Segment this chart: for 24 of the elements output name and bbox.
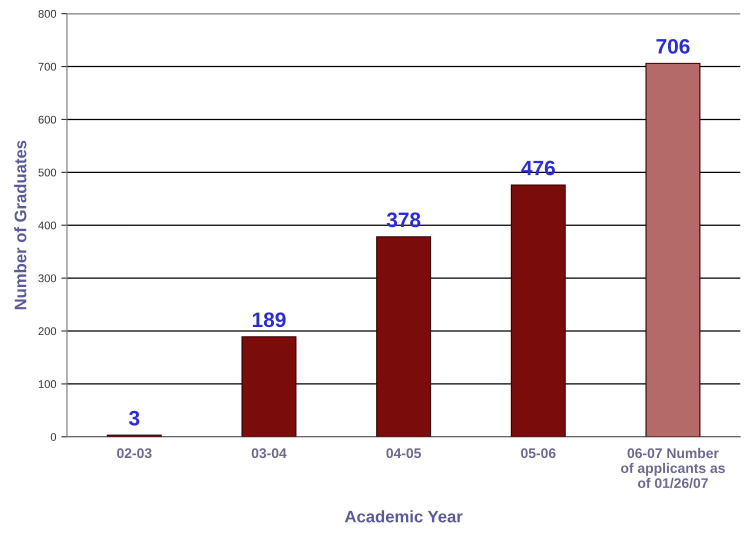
x-tick-label: 06-07 Number of applicants as of 01/26/07: [621, 448, 725, 488]
data-label: 3: [128, 410, 140, 426]
y-tick-label: 800: [38, 10, 56, 18]
bar: [510, 184, 566, 437]
y-tick-label: 100: [38, 380, 56, 388]
y-tick-label: 500: [38, 168, 56, 176]
y-tick-label: 200: [38, 327, 56, 336]
bar: [645, 62, 700, 437]
x-tick-label: 02-03: [117, 448, 152, 458]
data-label: 378: [386, 212, 420, 228]
bar: [241, 336, 296, 437]
y-tick-label: 700: [38, 62, 56, 71]
x-tick-label: 03-04: [252, 448, 287, 458]
x-tick-label: 04-05: [386, 448, 421, 458]
data-label: 706: [656, 38, 690, 54]
x-tick-label: 05-06: [521, 448, 556, 458]
bar: [376, 236, 432, 437]
data-label: 189: [252, 312, 286, 328]
y-tick-label: 600: [38, 116, 56, 124]
y-tick-label: 0: [50, 433, 56, 441]
y-axis-title: Number of Graduates: [14, 140, 26, 310]
y-tick-label: 300: [38, 274, 56, 282]
y-tick-label: 400: [38, 221, 56, 230]
x-axis-title: Academic Year: [344, 510, 463, 522]
